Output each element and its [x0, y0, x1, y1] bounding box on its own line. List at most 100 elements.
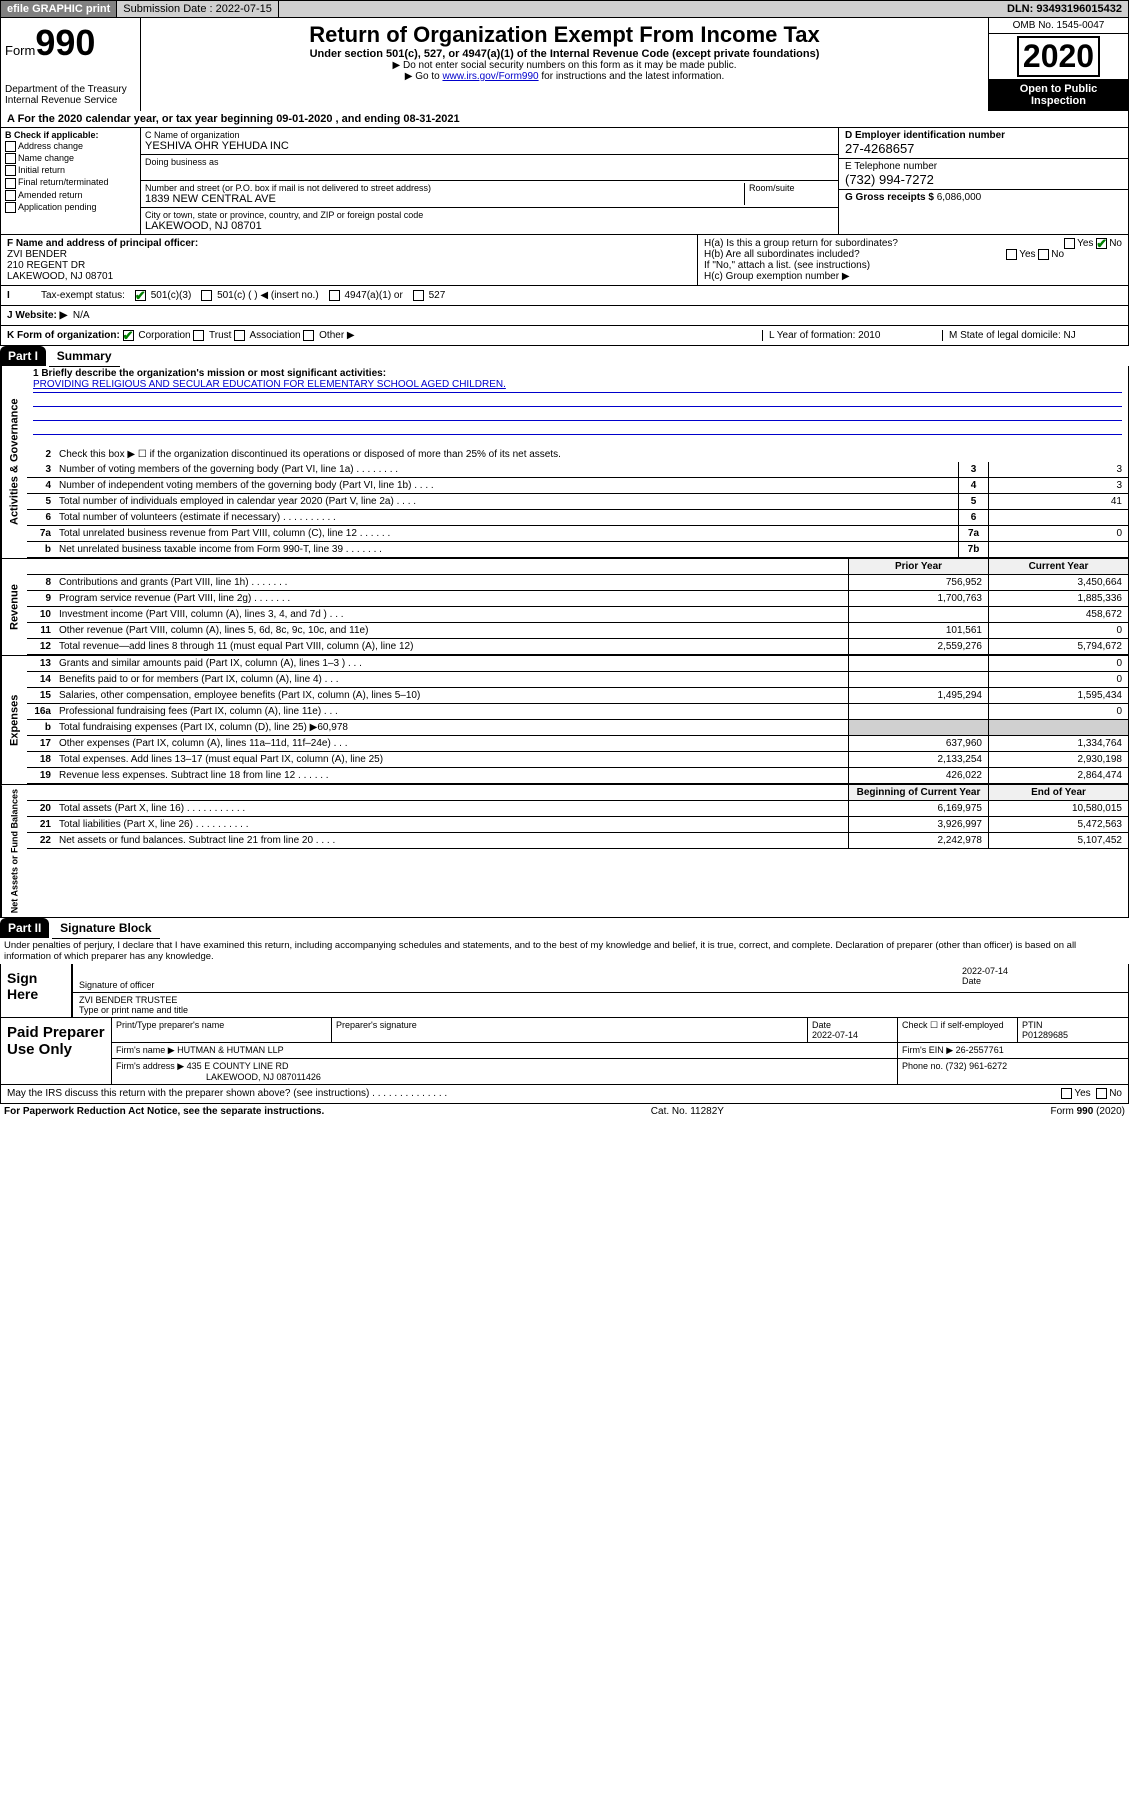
footer-mid: Cat. No. 11282Y — [651, 1106, 724, 1117]
state-domicile: M State of legal domicile: NJ — [942, 330, 1122, 341]
open-public: Open to Public Inspection — [989, 79, 1128, 111]
opt-527[interactable]: 527 — [413, 290, 445, 301]
firm-addr-label: Firm's address ▶ — [116, 1061, 184, 1071]
website-row: J Website: ▶ N/A — [0, 306, 1129, 326]
right-cell: OMB No. 1545-0047 2020 Open to Public In… — [988, 18, 1128, 111]
hb-row: H(b) Are all subordinates included? Yes … — [704, 249, 1122, 260]
hc-row: H(c) Group exemption number ▶ — [704, 271, 1122, 282]
summary-line: 13Grants and similar amounts paid (Part … — [27, 656, 1128, 672]
korg-label: K Form of organization: — [7, 330, 120, 341]
part-i: Part I Summary — [0, 346, 1129, 366]
ptin: P01289685 — [1022, 1030, 1068, 1040]
firm-addr1: 435 E COUNTY LINE RD — [187, 1061, 289, 1071]
sig-officer-label: Signature of officer — [79, 980, 962, 990]
prep-sig-label: Preparer's signature — [332, 1018, 808, 1042]
expenses-section: Expenses 13Grants and similar amounts pa… — [0, 656, 1129, 785]
exempt-label: Tax-exempt status: — [41, 290, 125, 301]
ha-row: H(a) Is this a group return for subordin… — [704, 238, 1122, 249]
side-expenses: Expenses — [1, 656, 27, 784]
form-title: Return of Organization Exempt From Incom… — [149, 22, 980, 48]
summary-line: 5Total number of individuals employed in… — [27, 494, 1128, 510]
opt-other[interactable]: Other ▶ — [303, 330, 354, 341]
phone: (732) 994-7272 — [845, 172, 1122, 187]
title-cell: Return of Organization Exempt From Incom… — [141, 18, 988, 111]
opt-trust[interactable]: Trust — [193, 330, 231, 341]
self-employed[interactable]: Check ☐ if self-employed — [898, 1018, 1018, 1042]
e-label: E Telephone number — [845, 161, 1122, 172]
part-ii: Part II Signature Block — [0, 918, 1129, 938]
discuss-no[interactable]: No — [1096, 1088, 1122, 1099]
discuss-question: May the IRS discuss this return with the… — [7, 1088, 1061, 1099]
summary-line: 7aTotal unrelated business revenue from … — [27, 526, 1128, 542]
opt-corp[interactable]: Corporation — [123, 330, 191, 341]
dept-label: Department of the Treasury Internal Reve… — [5, 84, 136, 106]
form-subtitle: Under section 501(c), 527, or 4947(a)(1)… — [149, 48, 980, 60]
note-link: ▶ Go to www.irs.gov/Form990 for instruct… — [149, 71, 980, 82]
form-number: 990 — [35, 22, 95, 63]
g-label: G Gross receipts $ — [845, 192, 934, 203]
note-ssn: ▶ Do not enter social security numbers o… — [149, 60, 980, 71]
part-ii-tag: Part II — [0, 918, 49, 938]
mission-text: PROVIDING RELIGIOUS AND SECULAR EDUCATIO… — [33, 379, 1122, 393]
part-i-title: Summary — [49, 346, 120, 367]
end-year-header: End of Year — [988, 785, 1128, 800]
summary-line: 4Number of independent voting members of… — [27, 478, 1128, 494]
discuss-yes[interactable]: Yes — [1061, 1088, 1090, 1099]
revenue-section: Revenue Prior YearCurrent Year 8Contribu… — [0, 559, 1129, 656]
opt-assoc[interactable]: Association — [234, 330, 300, 341]
efile-btn[interactable]: efile GRAPHIC print — [1, 1, 117, 17]
officer-addr1: 210 REGENT DR — [7, 260, 691, 271]
room-label: Room/suite — [744, 183, 834, 205]
side-netassets: Net Assets or Fund Balances — [1, 785, 27, 917]
summary-body: Activities & Governance 1 Briefly descri… — [0, 366, 1129, 559]
website-value: N/A — [73, 310, 90, 321]
summary-line: 12Total revenue—add lines 8 through 11 (… — [27, 639, 1128, 655]
firm-phone: (732) 961-6272 — [946, 1061, 1008, 1071]
summary-line: 9Program service revenue (Part VIII, lin… — [27, 591, 1128, 607]
opt-4947[interactable]: 4947(a)(1) or — [329, 290, 403, 301]
firm-name: HUTMAN & HUTMAN LLP — [177, 1045, 284, 1055]
opt-501c[interactable]: 501(c) ( ) ◀ (insert no.) — [201, 290, 318, 301]
right-info-col: D Employer identification number27-42686… — [838, 128, 1128, 234]
ein: 27-4268657 — [845, 141, 1122, 156]
check-b-label: B Check if applicable: — [5, 130, 136, 140]
org-city: LAKEWOOD, NJ 08701 — [145, 220, 834, 232]
side-governance: Activities & Governance — [1, 366, 27, 558]
summary-line: bTotal fundraising expenses (Part IX, co… — [27, 720, 1128, 736]
dln: DLN: 93493196015432 — [1001, 1, 1128, 17]
opt-name-change[interactable]: Name change — [5, 153, 136, 164]
line2: Check this box ▶ ☐ if the organization d… — [55, 447, 1128, 462]
submission-date: Submission Date : 2022-07-15 — [117, 1, 279, 17]
summary-line: 19Revenue less expenses. Subtract line 1… — [27, 768, 1128, 784]
footer-right: Form 990 (2020) — [1051, 1106, 1125, 1117]
opt-address-change[interactable]: Address change — [5, 141, 136, 152]
date-label: Date — [962, 976, 1122, 986]
year-formation: L Year of formation: 2010 — [762, 330, 942, 341]
mission-label: 1 Briefly describe the organization's mi… — [33, 368, 1122, 379]
fh-section: F Name and address of principal officer:… — [0, 235, 1129, 286]
firm-ein: 26-2557761 — [956, 1045, 1004, 1055]
summary-line: 6Total number of volunteers (estimate if… — [27, 510, 1128, 526]
opt-501c3[interactable]: 501(c)(3) — [135, 290, 191, 301]
sig-date: 2022-07-14 — [962, 966, 1122, 976]
part-i-tag: Part I — [0, 346, 46, 366]
irs-link[interactable]: www.irs.gov/Form990 — [442, 71, 538, 82]
firm-phone-label: Phone no. — [902, 1061, 943, 1071]
summary-line: 16aProfessional fundraising fees (Part I… — [27, 704, 1128, 720]
form-header: Form990 Department of the Treasury Inter… — [0, 18, 1129, 111]
tax-year: 2020 — [1017, 36, 1100, 77]
current-year-header: Current Year — [988, 559, 1128, 574]
summary-line: 21Total liabilities (Part X, line 26) . … — [27, 817, 1128, 833]
omb-number: OMB No. 1545-0047 — [989, 18, 1128, 34]
firm-addr2: LAKEWOOD, NJ 087011426 — [206, 1072, 321, 1082]
signature-block: Sign Here Signature of officer2022-07-14… — [0, 964, 1129, 1103]
officer-addr2: LAKEWOOD, NJ 08701 — [7, 271, 691, 282]
footer-left: For Paperwork Reduction Act Notice, see … — [4, 1106, 324, 1117]
opt-initial-return[interactable]: Initial return — [5, 165, 136, 176]
summary-line: 20Total assets (Part X, line 16) . . . .… — [27, 801, 1128, 817]
opt-amended-return[interactable]: Amended return — [5, 190, 136, 201]
prep-name-label: Print/Type preparer's name — [112, 1018, 332, 1042]
opt-application-pending[interactable]: Application pending — [5, 202, 136, 213]
section-bcd: B Check if applicable: Address change Na… — [0, 128, 1129, 235]
opt-final-return[interactable]: Final return/terminated — [5, 177, 136, 188]
